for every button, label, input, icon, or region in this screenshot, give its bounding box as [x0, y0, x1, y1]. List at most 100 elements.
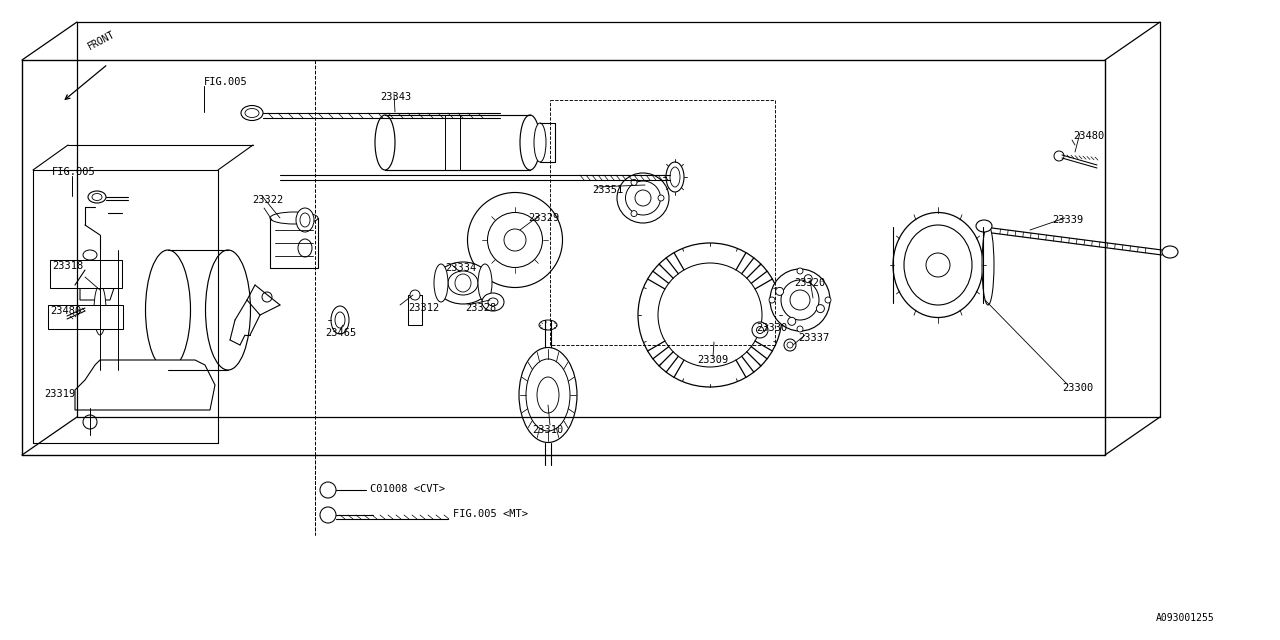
Circle shape: [635, 190, 652, 206]
Ellipse shape: [88, 191, 106, 203]
Text: A093001255: A093001255: [1156, 613, 1215, 623]
Ellipse shape: [488, 298, 498, 306]
Ellipse shape: [658, 263, 762, 367]
Text: 23480: 23480: [50, 306, 81, 316]
Circle shape: [797, 326, 803, 332]
Circle shape: [631, 179, 637, 186]
Ellipse shape: [241, 106, 262, 120]
Ellipse shape: [332, 306, 349, 334]
Ellipse shape: [617, 173, 669, 223]
Ellipse shape: [435, 262, 490, 304]
Ellipse shape: [666, 162, 684, 192]
Text: 23320: 23320: [794, 278, 826, 288]
Text: 23330: 23330: [756, 323, 787, 333]
Ellipse shape: [335, 312, 346, 328]
Text: 23329: 23329: [529, 213, 559, 223]
Polygon shape: [76, 360, 215, 410]
Ellipse shape: [146, 250, 191, 370]
Circle shape: [60, 312, 70, 322]
Ellipse shape: [300, 213, 310, 227]
Text: 23480: 23480: [1073, 131, 1105, 141]
Text: FRONT: FRONT: [86, 29, 116, 51]
Text: 23322: 23322: [252, 195, 283, 205]
Circle shape: [83, 415, 97, 429]
Ellipse shape: [637, 243, 782, 387]
Text: 23310: 23310: [532, 425, 563, 435]
Circle shape: [804, 275, 813, 283]
Text: 23319: 23319: [44, 389, 76, 399]
Ellipse shape: [982, 225, 995, 305]
Text: 23328: 23328: [465, 303, 497, 313]
Ellipse shape: [448, 271, 477, 295]
Ellipse shape: [626, 181, 660, 215]
Ellipse shape: [893, 212, 983, 317]
Ellipse shape: [526, 359, 570, 431]
Ellipse shape: [534, 123, 547, 162]
Ellipse shape: [298, 239, 312, 257]
Text: 23465: 23465: [325, 328, 356, 338]
Ellipse shape: [771, 269, 829, 331]
Ellipse shape: [783, 339, 796, 351]
Circle shape: [826, 297, 831, 303]
Text: 23334: 23334: [445, 263, 476, 273]
Circle shape: [320, 507, 335, 523]
Bar: [408, 295, 422, 325]
Text: 23343: 23343: [380, 92, 411, 102]
Circle shape: [262, 292, 273, 302]
Bar: [50, 260, 122, 288]
Ellipse shape: [206, 250, 251, 370]
Circle shape: [769, 297, 774, 303]
Ellipse shape: [244, 109, 259, 118]
Text: C01008 <CVT>: C01008 <CVT>: [370, 484, 445, 494]
Ellipse shape: [753, 322, 768, 338]
Ellipse shape: [756, 326, 763, 333]
Text: 23312: 23312: [408, 303, 439, 313]
Ellipse shape: [483, 293, 504, 311]
Text: FIG.005: FIG.005: [52, 167, 96, 177]
Ellipse shape: [454, 274, 471, 292]
Text: 23351: 23351: [591, 185, 623, 195]
Circle shape: [631, 211, 637, 216]
Text: 23309: 23309: [698, 355, 728, 365]
Ellipse shape: [270, 212, 317, 224]
Circle shape: [410, 290, 420, 300]
Bar: [49, 305, 123, 329]
Ellipse shape: [93, 285, 106, 335]
Circle shape: [925, 253, 950, 277]
Ellipse shape: [434, 264, 448, 302]
Text: 23318: 23318: [52, 261, 83, 271]
Ellipse shape: [92, 193, 102, 200]
Text: 23337: 23337: [797, 333, 829, 343]
Ellipse shape: [504, 229, 526, 251]
Text: FIG.005 <MT>: FIG.005 <MT>: [453, 509, 529, 519]
Circle shape: [1053, 151, 1064, 161]
Text: 23300: 23300: [1062, 383, 1093, 393]
Ellipse shape: [296, 208, 314, 232]
Circle shape: [320, 482, 335, 498]
Circle shape: [817, 305, 824, 312]
Circle shape: [797, 268, 803, 274]
Ellipse shape: [1162, 246, 1178, 258]
Ellipse shape: [83, 250, 97, 260]
Circle shape: [776, 287, 783, 296]
Text: FIG.005: FIG.005: [204, 77, 248, 87]
Ellipse shape: [669, 167, 680, 187]
Ellipse shape: [520, 115, 540, 170]
Bar: [270, 218, 317, 268]
Ellipse shape: [787, 342, 794, 348]
Ellipse shape: [977, 220, 992, 232]
Polygon shape: [79, 270, 115, 300]
Circle shape: [790, 290, 810, 310]
Text: 23339: 23339: [1052, 215, 1083, 225]
Ellipse shape: [467, 193, 562, 287]
Ellipse shape: [539, 320, 557, 330]
Ellipse shape: [375, 115, 396, 170]
Ellipse shape: [781, 280, 819, 320]
Ellipse shape: [84, 262, 95, 269]
Ellipse shape: [518, 348, 577, 442]
Ellipse shape: [538, 377, 559, 413]
Ellipse shape: [477, 264, 492, 302]
Circle shape: [658, 195, 664, 201]
Ellipse shape: [488, 212, 543, 268]
Circle shape: [787, 317, 796, 325]
